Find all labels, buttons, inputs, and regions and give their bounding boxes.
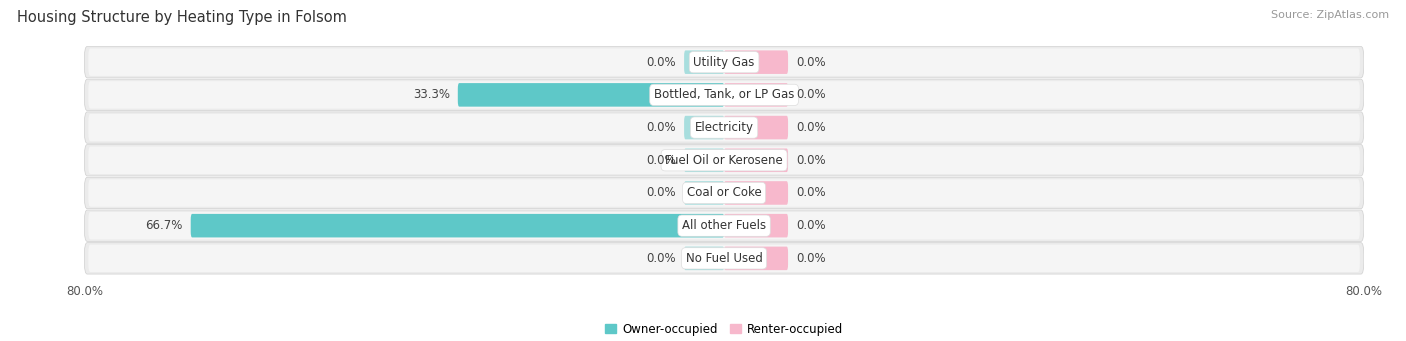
- FancyBboxPatch shape: [458, 83, 724, 107]
- Text: Source: ZipAtlas.com: Source: ZipAtlas.com: [1271, 10, 1389, 20]
- Legend: Owner-occupied, Renter-occupied: Owner-occupied, Renter-occupied: [600, 318, 848, 341]
- Text: 0.0%: 0.0%: [647, 154, 676, 167]
- FancyBboxPatch shape: [89, 179, 1360, 207]
- FancyBboxPatch shape: [724, 148, 787, 172]
- Text: Coal or Coke: Coal or Coke: [686, 187, 762, 199]
- FancyBboxPatch shape: [191, 214, 724, 237]
- FancyBboxPatch shape: [685, 247, 724, 270]
- Text: 0.0%: 0.0%: [796, 56, 825, 69]
- FancyBboxPatch shape: [685, 148, 724, 172]
- FancyBboxPatch shape: [89, 81, 1360, 108]
- Text: All other Fuels: All other Fuels: [682, 219, 766, 232]
- Text: Utility Gas: Utility Gas: [693, 56, 755, 69]
- FancyBboxPatch shape: [89, 48, 1360, 76]
- FancyBboxPatch shape: [724, 181, 787, 205]
- Text: Housing Structure by Heating Type in Folsom: Housing Structure by Heating Type in Fol…: [17, 10, 347, 25]
- FancyBboxPatch shape: [84, 177, 1364, 209]
- Text: Fuel Oil or Kerosene: Fuel Oil or Kerosene: [665, 154, 783, 167]
- FancyBboxPatch shape: [84, 46, 1364, 78]
- Text: 33.3%: 33.3%: [413, 88, 450, 101]
- Text: Electricity: Electricity: [695, 121, 754, 134]
- FancyBboxPatch shape: [685, 116, 724, 139]
- FancyBboxPatch shape: [685, 50, 724, 74]
- Text: 66.7%: 66.7%: [145, 219, 183, 232]
- FancyBboxPatch shape: [685, 181, 724, 205]
- FancyBboxPatch shape: [724, 83, 787, 107]
- FancyBboxPatch shape: [84, 79, 1364, 110]
- Text: 0.0%: 0.0%: [796, 154, 825, 167]
- FancyBboxPatch shape: [89, 244, 1360, 272]
- FancyBboxPatch shape: [724, 214, 787, 237]
- Text: 0.0%: 0.0%: [796, 252, 825, 265]
- Text: 0.0%: 0.0%: [796, 121, 825, 134]
- FancyBboxPatch shape: [724, 116, 787, 139]
- Text: No Fuel Used: No Fuel Used: [686, 252, 762, 265]
- Text: 0.0%: 0.0%: [647, 56, 676, 69]
- Text: 0.0%: 0.0%: [647, 252, 676, 265]
- Text: 0.0%: 0.0%: [647, 121, 676, 134]
- FancyBboxPatch shape: [89, 212, 1360, 239]
- FancyBboxPatch shape: [84, 210, 1364, 241]
- Text: 0.0%: 0.0%: [796, 88, 825, 101]
- FancyBboxPatch shape: [84, 112, 1364, 143]
- FancyBboxPatch shape: [84, 145, 1364, 176]
- FancyBboxPatch shape: [89, 147, 1360, 174]
- Text: 0.0%: 0.0%: [647, 187, 676, 199]
- FancyBboxPatch shape: [724, 247, 787, 270]
- Text: 0.0%: 0.0%: [796, 219, 825, 232]
- FancyBboxPatch shape: [84, 243, 1364, 274]
- FancyBboxPatch shape: [724, 50, 787, 74]
- FancyBboxPatch shape: [89, 114, 1360, 141]
- Text: 0.0%: 0.0%: [796, 187, 825, 199]
- Text: Bottled, Tank, or LP Gas: Bottled, Tank, or LP Gas: [654, 88, 794, 101]
